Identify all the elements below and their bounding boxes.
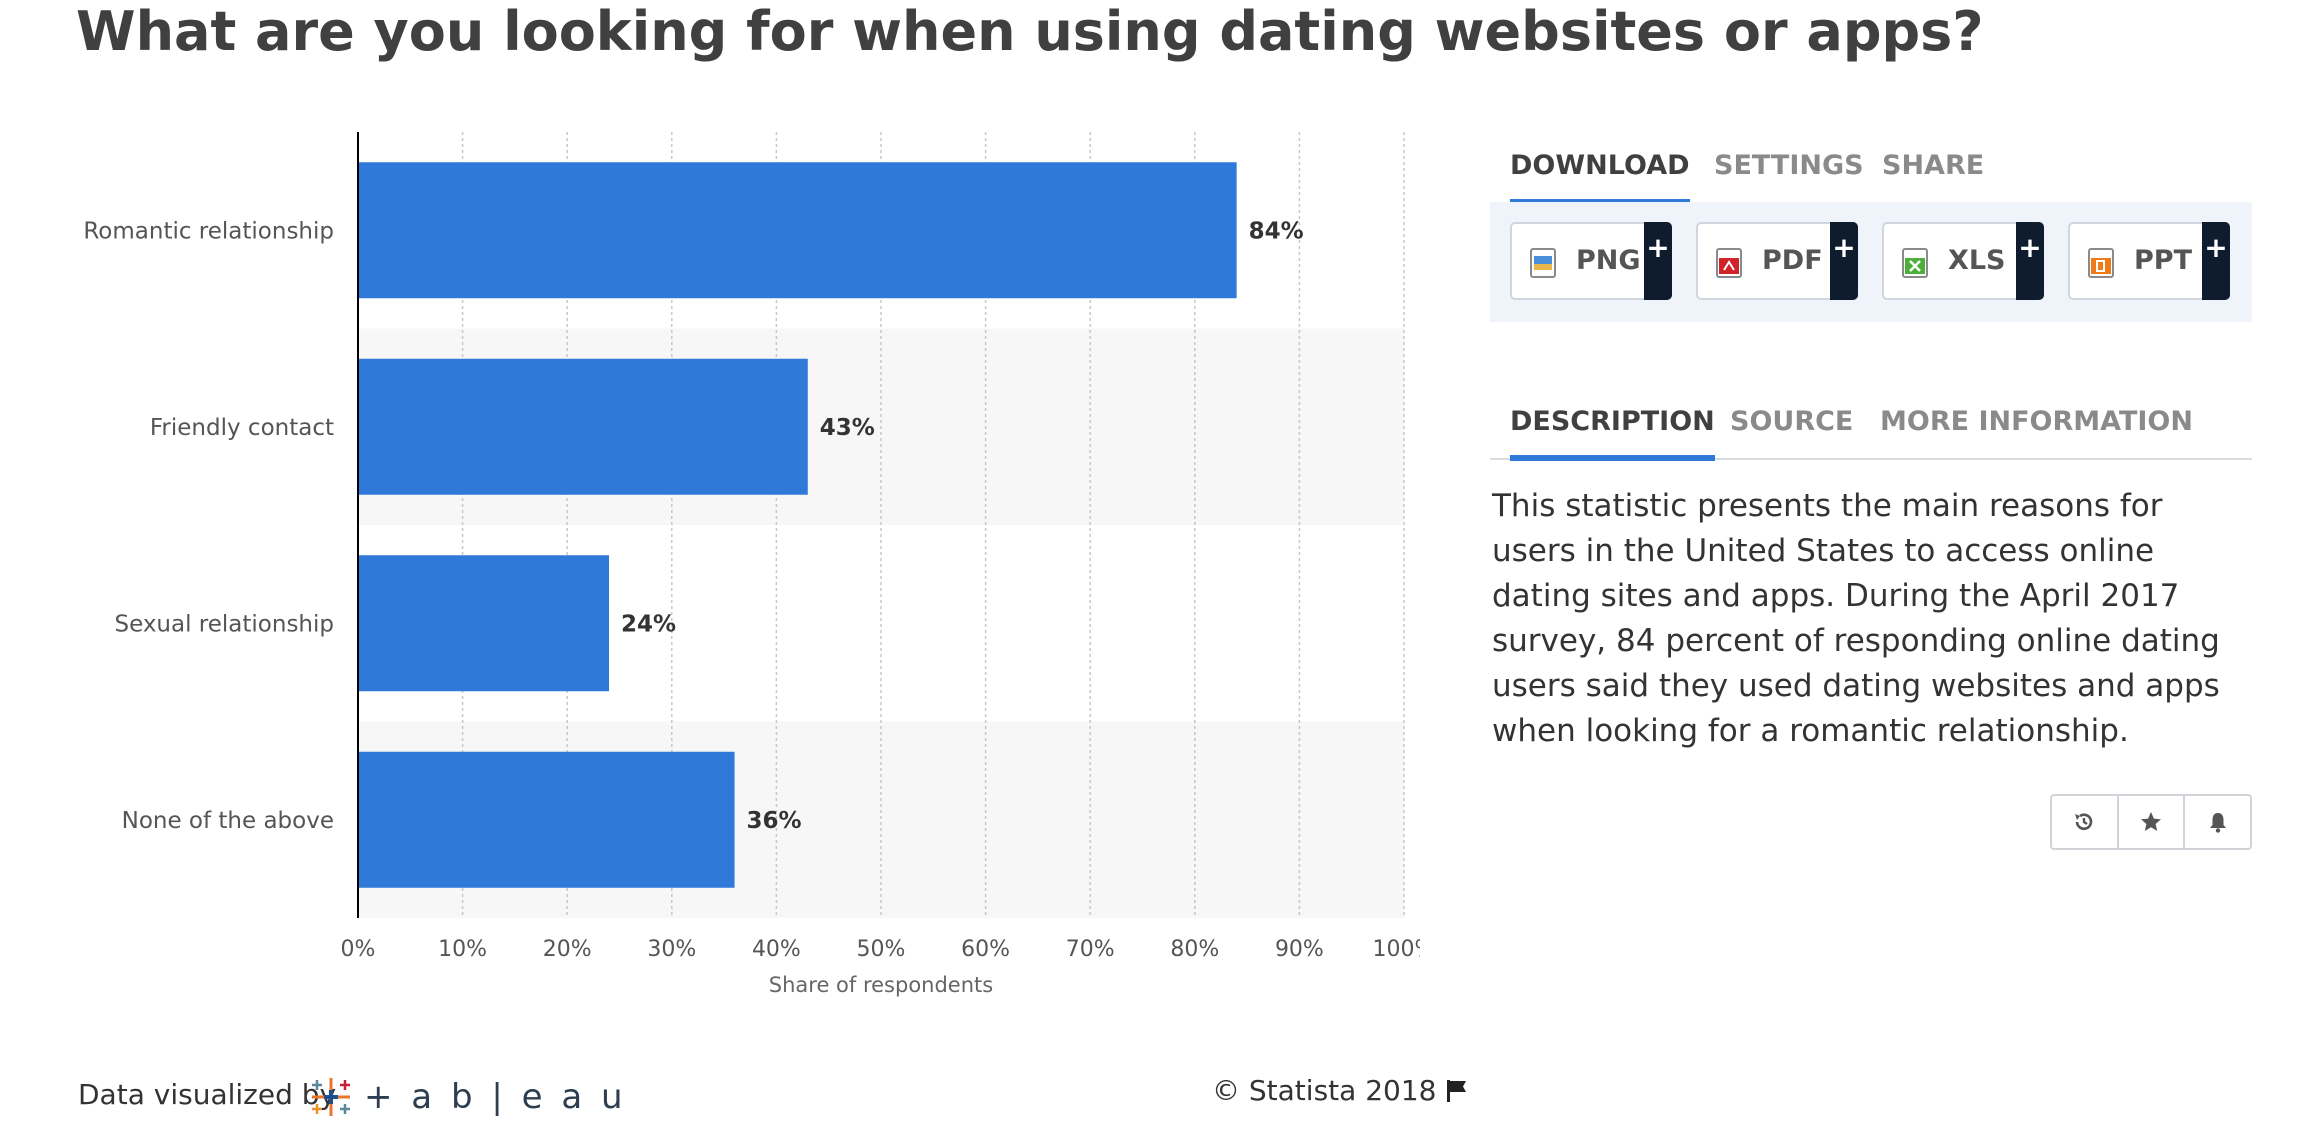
plus-icon: + xyxy=(1830,222,1858,300)
x-tick-label: 60% xyxy=(961,937,1010,962)
x-tick-label: 70% xyxy=(1066,937,1115,962)
plus-icon: + xyxy=(1644,222,1672,300)
xls-download-button[interactable]: XLS + xyxy=(1882,222,2044,300)
png-file-icon xyxy=(1530,248,1556,278)
png-label: PNG xyxy=(1576,245,1641,276)
x-tick-label: 100% xyxy=(1373,937,1420,962)
tab-more-information[interactable]: MORE INFORMATION xyxy=(1880,406,2193,437)
history-icon xyxy=(2075,813,2093,831)
data-label: 43% xyxy=(820,415,875,441)
x-tick-label: 40% xyxy=(752,937,801,962)
data-label: 24% xyxy=(621,611,676,637)
copyright-notice: © Statista 2018 xyxy=(1212,1074,1470,1107)
x-tick-label: 30% xyxy=(647,937,696,962)
info-tabs: DESCRIPTION SOURCE MORE INFORMATION xyxy=(1490,386,2252,461)
category-label: Sexual relationship xyxy=(114,611,334,637)
download-tabs: DOWNLOAD SETTINGS SHARE xyxy=(1490,130,2252,205)
tableau-wordmark: + a b | e a u xyxy=(364,1077,627,1117)
bar xyxy=(358,162,1237,299)
description-text: This statistic presents the main reasons… xyxy=(1492,488,2220,749)
data-label: 36% xyxy=(747,808,802,834)
x-tick-label: 90% xyxy=(1275,937,1324,962)
flag-icon[interactable] xyxy=(1444,1078,1470,1104)
bar-chart: 0% 10% 20% 30% 40% 50% 60% 70% 80% 90% 100% Romanti… xyxy=(83,132,1420,997)
category-label: Romantic relationship xyxy=(83,218,334,244)
download-panel: PNG + PDF + XLS + PPT + xyxy=(1490,202,2252,322)
pdf-label: PDF xyxy=(1762,245,1823,276)
bar xyxy=(358,555,610,692)
data-label: 84% xyxy=(1249,218,1304,244)
visualized-by-label: Data visualized by xyxy=(78,1078,337,1111)
page-title: What are you looking for when using dati… xyxy=(76,0,1984,63)
category-label: Friendly contact xyxy=(150,415,334,441)
bell-icon xyxy=(2209,813,2226,833)
favorite-button[interactable] xyxy=(2119,796,2186,848)
tab-download[interactable]: DOWNLOAD xyxy=(1510,130,1690,205)
notification-button[interactable] xyxy=(2185,796,2250,848)
plus-icon: + xyxy=(2016,222,2044,300)
ppt-label: PPT xyxy=(2134,245,2192,276)
tableau-cross-icon xyxy=(312,1078,350,1116)
x-tick-label: 20% xyxy=(543,937,592,962)
x-tick-label: 50% xyxy=(857,937,906,962)
tab-source[interactable]: SOURCE xyxy=(1730,406,1854,437)
bar xyxy=(358,358,808,495)
tableau-logo[interactable]: + a b | e a u xyxy=(306,1072,627,1122)
x-tick-label: 10% xyxy=(438,937,487,962)
tab-description[interactable]: DESCRIPTION xyxy=(1510,386,1715,461)
x-axis-title: Share of respondents xyxy=(769,973,993,997)
category-label: None of the above xyxy=(122,808,334,834)
tab-share[interactable]: SHARE xyxy=(1882,150,1985,181)
star-icon xyxy=(2141,812,2161,831)
plus-icon: + xyxy=(2202,222,2230,300)
pdf-download-button[interactable]: PDF + xyxy=(1696,222,1858,300)
copyright-text: © Statista 2018 xyxy=(1212,1074,1437,1107)
x-tick-label: 0% xyxy=(341,937,376,962)
history-button[interactable] xyxy=(2052,796,2119,848)
pdf-file-icon xyxy=(1716,248,1742,278)
tab-settings[interactable]: SETTINGS xyxy=(1714,150,1864,181)
ppt-file-icon xyxy=(2088,248,2114,278)
bar xyxy=(358,751,735,888)
action-buttons xyxy=(2050,794,2252,850)
xls-label: XLS xyxy=(1948,245,2006,276)
x-tick-label: 80% xyxy=(1170,937,1219,962)
xls-file-icon xyxy=(1902,248,1928,278)
ppt-download-button[interactable]: PPT + xyxy=(2068,222,2230,300)
png-download-button[interactable]: PNG + xyxy=(1510,222,1672,300)
